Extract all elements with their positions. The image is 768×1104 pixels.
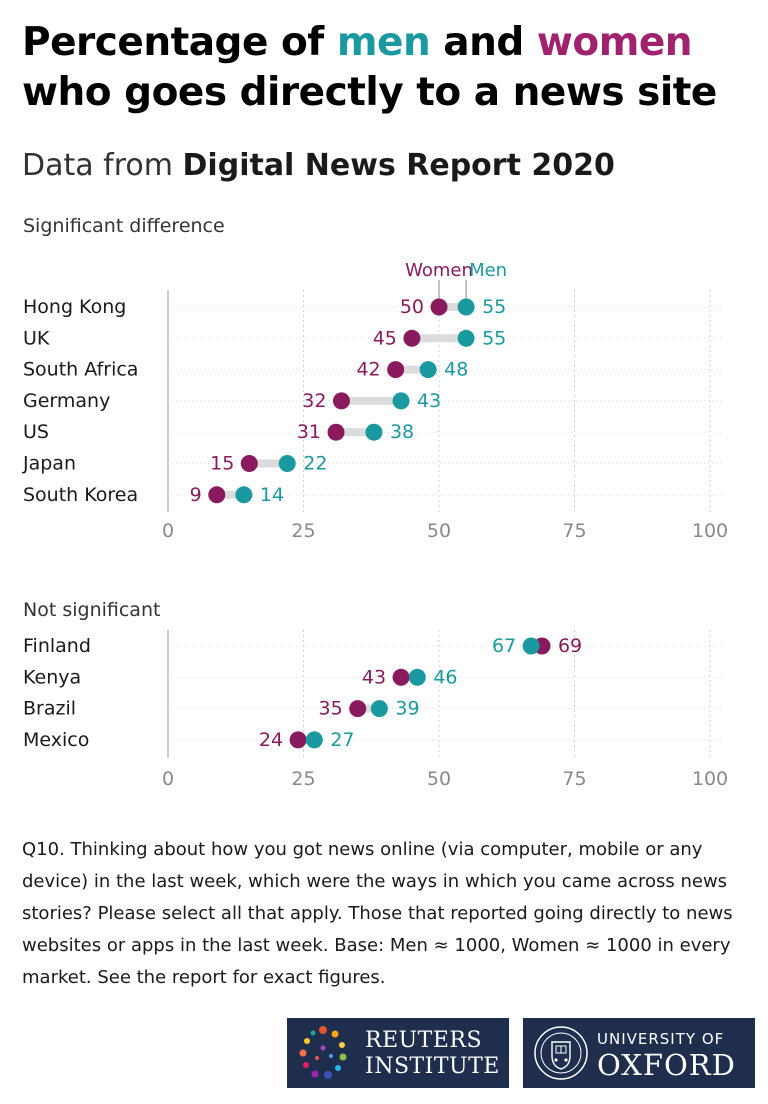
reuters-logo-line2: INSTITUTE	[365, 1054, 500, 1079]
point-men	[457, 298, 475, 316]
value-label-women: 43	[362, 666, 386, 688]
oxford-logo-line1: UNIVERSITY OF	[597, 1030, 725, 1048]
title-men: men	[336, 20, 431, 65]
point-women	[430, 298, 448, 316]
title-part2: and	[430, 20, 537, 65]
chart-subtitle: Data from Digital News Report 2020	[22, 148, 615, 183]
x-tick-label: 0	[162, 520, 174, 542]
category-label: Hong Kong	[23, 296, 126, 318]
value-label-men: 14	[260, 484, 284, 506]
value-label-men: 38	[390, 421, 414, 443]
category-label: South Africa	[23, 359, 138, 381]
point-men	[278, 455, 296, 472]
category-label: Mexico	[23, 729, 89, 751]
point-women	[392, 668, 410, 686]
value-label-men: 22	[303, 453, 327, 475]
oxford-logo: UNIVERSITY OF OXFORD	[523, 1018, 755, 1088]
x-tick-label: 0	[162, 768, 174, 790]
subtitle-source: Digital News Report 2020	[182, 148, 615, 183]
category-label: Brazil	[23, 698, 76, 720]
value-label-men: 55	[482, 327, 506, 349]
category-label: UK	[23, 327, 50, 349]
value-label-women: 69	[558, 635, 582, 657]
category-label: Kenya	[23, 666, 81, 688]
value-label-women: 50	[400, 296, 424, 318]
legend-men: Men	[469, 260, 507, 281]
point-women	[289, 731, 307, 749]
value-label-women: 31	[297, 421, 321, 443]
value-label-men: 55	[482, 296, 506, 318]
point-women	[208, 486, 226, 504]
point-women	[332, 392, 350, 410]
point-men	[522, 637, 540, 655]
value-label-women: 32	[302, 390, 326, 412]
point-men	[365, 423, 383, 441]
value-label-women: 24	[259, 729, 283, 751]
subtitle-prefix: Data from	[22, 148, 183, 183]
point-men	[305, 731, 323, 749]
point-men	[457, 329, 475, 347]
reuters-institute-logo: REUTERS INSTITUTE	[287, 1018, 509, 1088]
point-men	[408, 668, 426, 686]
point-women	[403, 329, 421, 347]
x-tick-label: 75	[562, 520, 586, 542]
x-tick-label: 25	[291, 520, 315, 542]
category-label: South Korea	[23, 484, 138, 506]
x-tick-label: 100	[692, 520, 728, 542]
panel-label: Significant difference	[23, 215, 225, 237]
chart-panel-2: Not significant 0 25 50 75 100 Finland 67 69 Keny…	[23, 599, 728, 790]
x-tick-label: 50	[427, 768, 451, 790]
value-label-men: 46	[433, 666, 457, 688]
oxford-logo-line2: OXFORD	[597, 1048, 736, 1082]
panel-label: Not significant	[23, 599, 160, 621]
point-men	[370, 700, 388, 718]
point-men	[235, 486, 253, 504]
category-label: Germany	[23, 390, 110, 412]
point-women	[240, 455, 258, 472]
footnote: Q10. Thinking about how you got news onl…	[22, 839, 733, 988]
reuters-logo-line1: REUTERS	[365, 1028, 483, 1053]
category-label: Japan	[22, 453, 76, 475]
value-label-women: 35	[319, 698, 343, 720]
x-tick-label: 25	[291, 768, 315, 790]
category-label: US	[23, 421, 49, 443]
value-label-men: 39	[395, 698, 419, 720]
title-part1: Percentage of	[22, 20, 337, 65]
value-label-men: 48	[444, 359, 468, 381]
x-tick-label: 100	[692, 768, 728, 790]
value-label-women: 15	[210, 453, 234, 475]
value-label-men: 67	[492, 635, 516, 657]
chart-title: Percentage of men and women who goes dire…	[22, 18, 752, 118]
point-men	[419, 361, 437, 379]
legend-women: Women	[405, 260, 473, 281]
reuters-dots-icon	[299, 1026, 347, 1079]
point-men	[392, 392, 410, 410]
x-tick-label: 50	[427, 520, 451, 542]
point-women	[349, 700, 367, 718]
value-label-men: 43	[417, 390, 441, 412]
point-women	[387, 361, 405, 379]
value-label-women: 9	[190, 484, 202, 506]
value-label-women: 42	[356, 359, 380, 381]
oxford-crest-icon	[534, 1026, 588, 1080]
value-label-women: 45	[373, 327, 397, 349]
title-women: women	[536, 20, 693, 65]
x-tick-label: 75	[562, 768, 586, 790]
title-part3: who goes directly to a news site	[22, 70, 717, 115]
value-label-men: 27	[330, 729, 354, 751]
category-label: Finland	[23, 635, 91, 657]
point-women	[327, 423, 345, 441]
dumbbell-chart: Significant difference 0 25 50 75 100 WomenMen…	[22, 215, 728, 790]
chart-panel-1: Significant difference 0 25 50 75 100 WomenMen…	[22, 215, 728, 542]
